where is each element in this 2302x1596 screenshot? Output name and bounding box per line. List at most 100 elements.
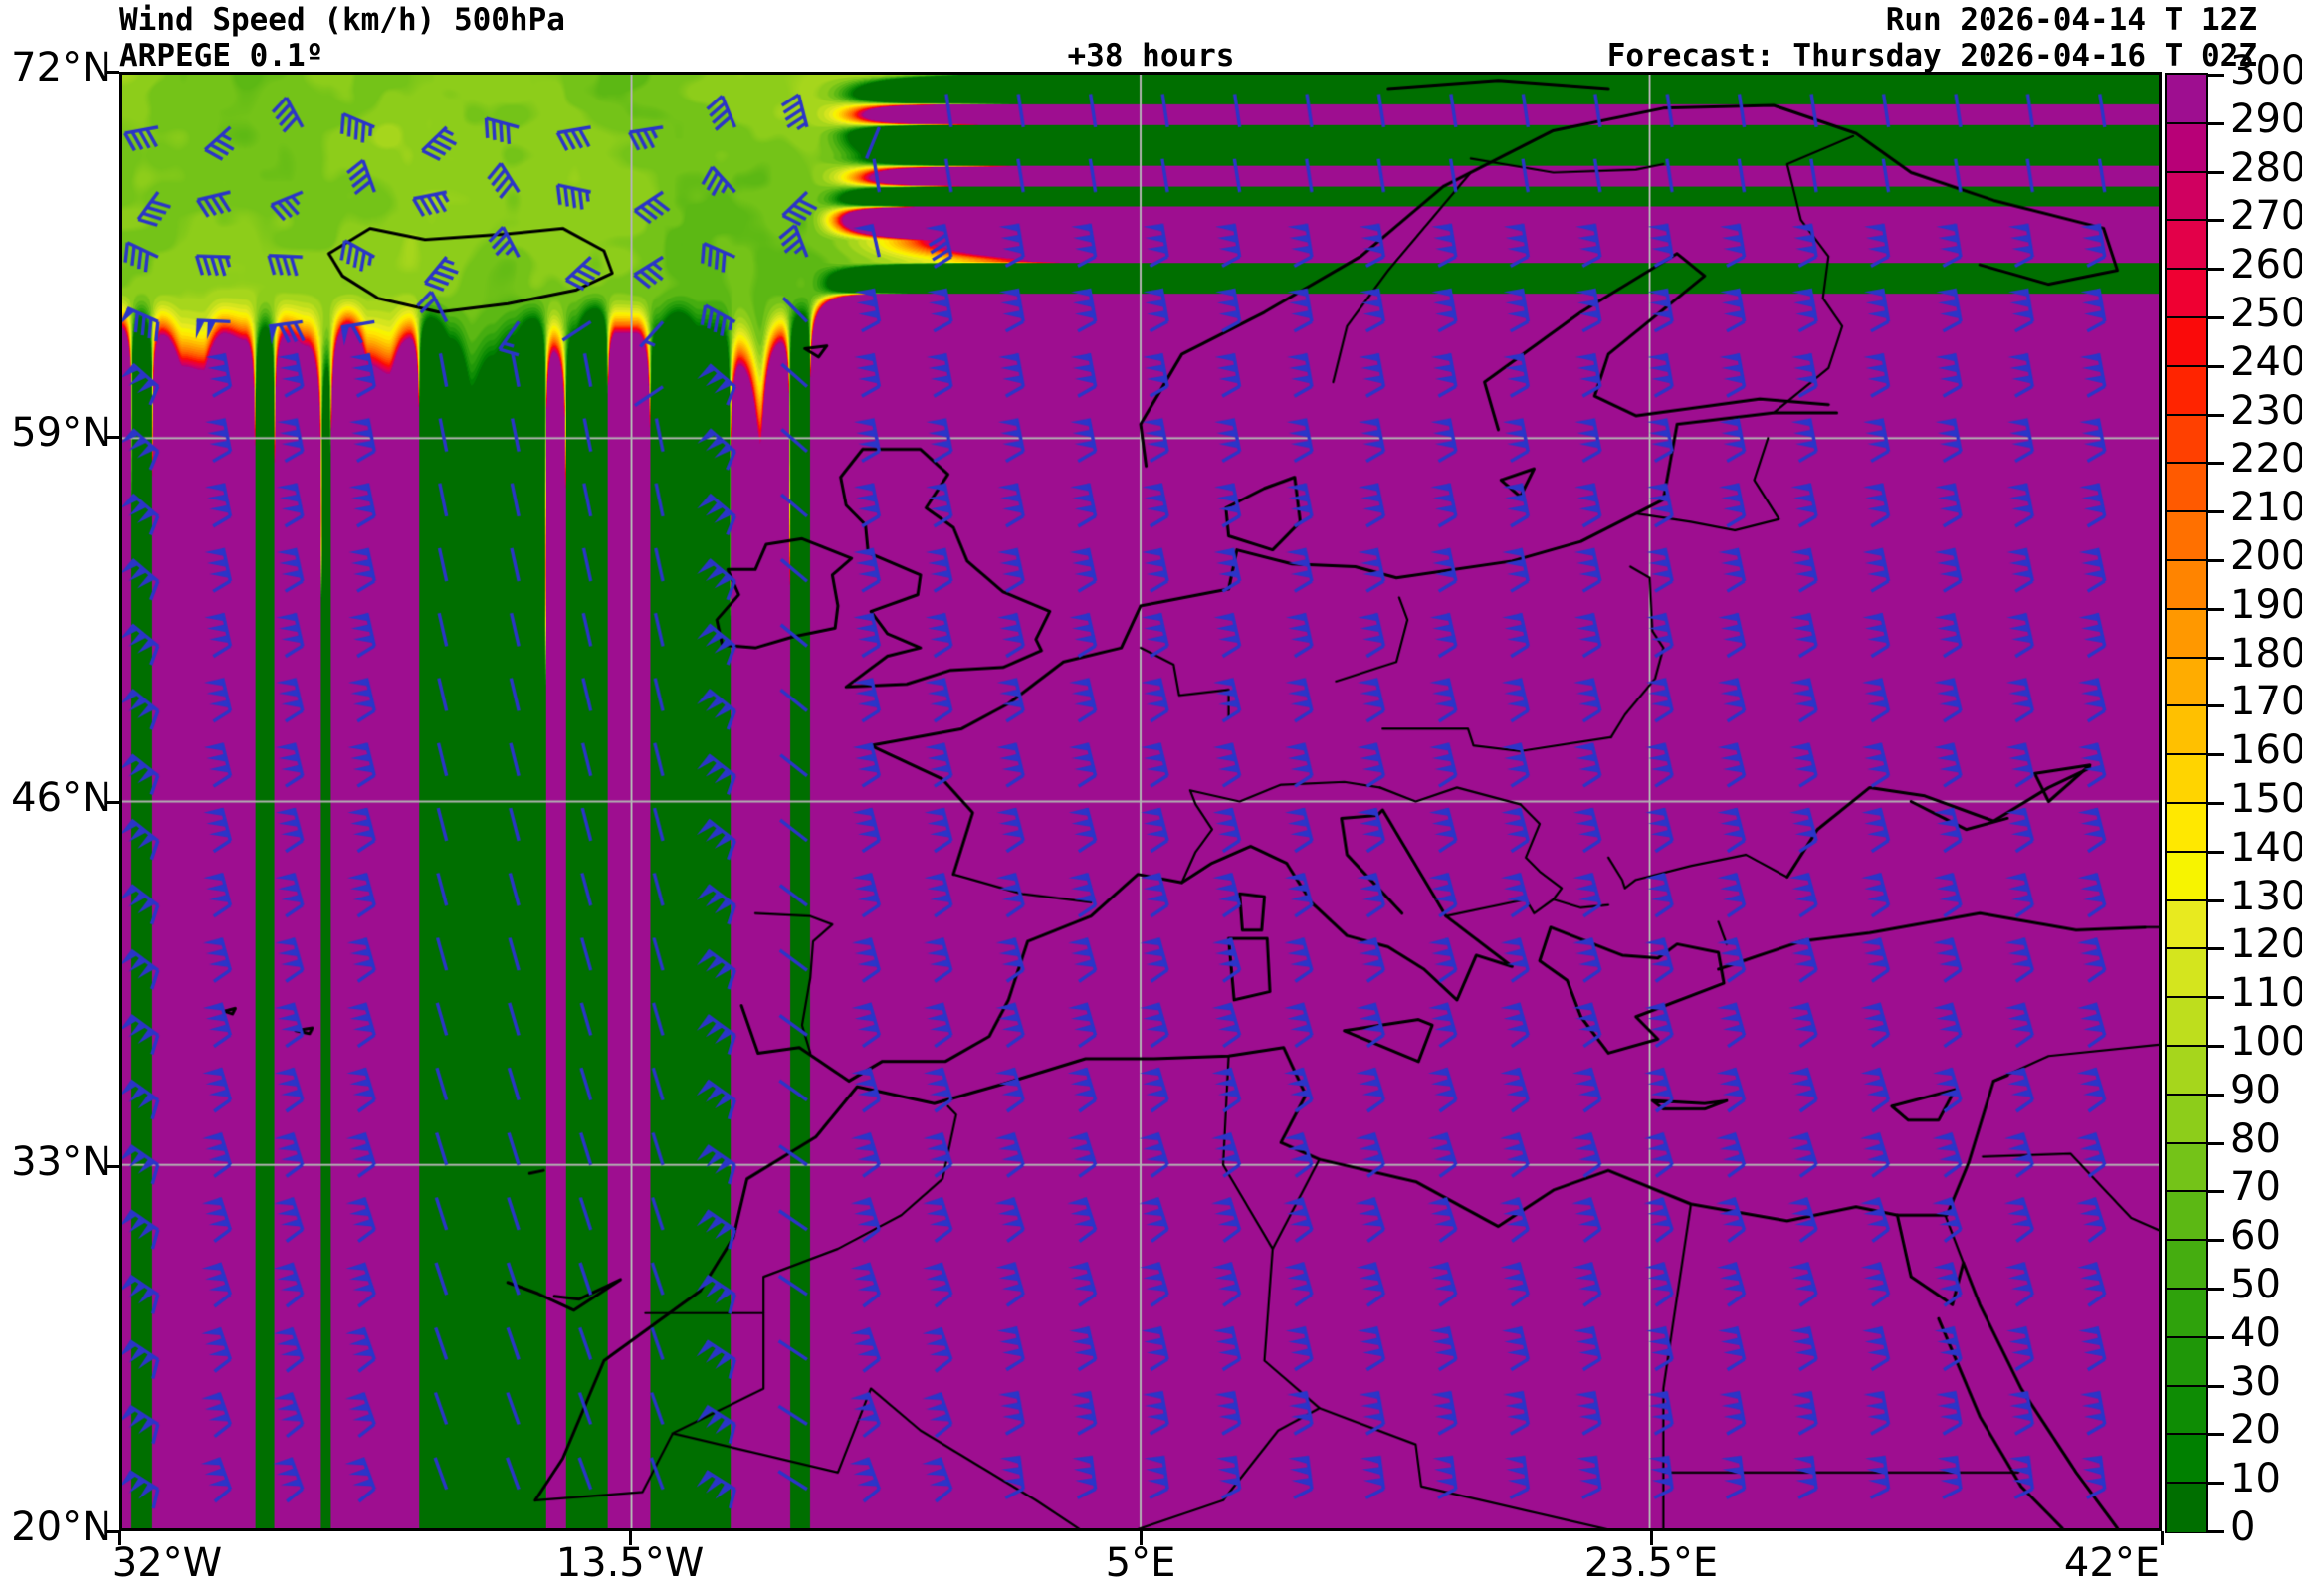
colorbar-band (2167, 1142, 2206, 1192)
colorbar-tick (2206, 704, 2224, 708)
colorbar-band (2167, 75, 2206, 124)
x-tick (629, 1531, 632, 1545)
colorbar-band (2167, 1289, 2206, 1338)
colorbar-divider (2167, 1239, 2206, 1242)
colorbar-tick (2206, 1482, 2224, 1486)
colorbar-band (2167, 851, 2206, 901)
colorbar-tick-label: 80 (2230, 1115, 2281, 1162)
y-axis-label: 59°N (11, 409, 111, 456)
forecast-valid-label: Forecast: Thursday 2026-04-16 T 02Z (1606, 38, 2257, 74)
colorbar-tick-label: 30 (2230, 1358, 2281, 1405)
colorbar-band (2167, 1046, 2206, 1096)
colorbar-tick-label: 130 (2230, 873, 2302, 919)
colorbar-tick (2206, 510, 2224, 514)
colorbar-divider (2167, 753, 2206, 756)
colorbar-tick (2206, 1093, 2224, 1097)
colorbar-tick (2206, 1045, 2224, 1048)
colorbar-band (2167, 560, 2206, 610)
colorbar-band (2167, 1094, 2206, 1144)
y-axis-label: 46°N (11, 774, 111, 821)
colorbar-tick-label: 90 (2230, 1067, 2281, 1113)
colorbar-tick (2206, 1141, 2224, 1145)
colorbar-band (2167, 1483, 2206, 1532)
y-tick (105, 435, 119, 439)
colorbar (2165, 73, 2208, 1533)
colorbar-tick-label: 110 (2230, 970, 2302, 1017)
x-tick (118, 1531, 121, 1545)
colorbar-tick (2206, 559, 2224, 562)
x-axis-label: 5°E (1105, 1540, 1176, 1586)
colorbar-divider (2167, 1433, 2206, 1436)
colorbar-tick-label: 120 (2230, 921, 2302, 968)
colorbar-divider (2167, 121, 2206, 124)
colorbar-tick (2206, 802, 2224, 805)
colorbar-tick (2206, 462, 2224, 466)
colorbar-band (2167, 803, 2206, 853)
x-axis-label: 13.5°W (555, 1540, 705, 1586)
y-tick (105, 1530, 119, 1533)
colorbar-band (2167, 511, 2206, 561)
colorbar-band (2167, 220, 2206, 270)
colorbar-band (2167, 317, 2206, 367)
colorbar-divider (2167, 268, 2206, 271)
colorbar-band (2167, 365, 2206, 416)
colorbar-band (2167, 122, 2206, 173)
colorbar-tick (2206, 1530, 2224, 1533)
colorbar-tick-label: 220 (2230, 436, 2302, 483)
colorbar-tick (2206, 850, 2224, 854)
colorbar-divider (2167, 510, 2206, 513)
colorbar-tick-label: 50 (2230, 1262, 2281, 1307)
colorbar-tick-label: 160 (2230, 727, 2302, 774)
colorbar-tick-label: 250 (2230, 291, 2302, 336)
y-axis-label: 33°N (11, 1139, 111, 1186)
wind-speed-field (122, 75, 2159, 1528)
colorbar-tick (2206, 413, 2224, 417)
colorbar-band (2167, 754, 2206, 804)
colorbar-tick-label: 70 (2230, 1164, 2281, 1211)
map-header: Wind Speed (km/h) 500hPa Run 2026-04-14 … (0, 0, 2302, 74)
colorbar-tick-label: 180 (2230, 630, 2302, 677)
colorbar-divider (2167, 947, 2206, 950)
lead-time-label: +38 hours (1067, 38, 1235, 74)
colorbar-tick-label: 270 (2230, 193, 2302, 240)
colorbar-tick (2206, 364, 2224, 368)
colorbar-tick (2206, 1239, 2224, 1243)
map-plot-area[interactable] (119, 72, 2162, 1531)
x-tick (1140, 1531, 1143, 1545)
colorbar-band (2167, 997, 2206, 1047)
colorbar-divider (2167, 1190, 2206, 1193)
colorbar-tick-label: 240 (2230, 338, 2302, 385)
colorbar-tick (2206, 170, 2224, 174)
colorbar-tick (2206, 947, 2224, 951)
colorbar-band (2167, 899, 2206, 949)
map-title: Wind Speed (km/h) 500hPa (119, 2, 565, 38)
colorbar-divider (2167, 1384, 2206, 1387)
colorbar-band (2167, 414, 2206, 464)
colorbar-band (2167, 608, 2206, 659)
colorbar-divider (2167, 996, 2206, 999)
y-tick (105, 1165, 119, 1169)
colorbar-band (2167, 1385, 2206, 1435)
colorbar-divider (2167, 898, 2206, 901)
colorbar-tick-label: 210 (2230, 485, 2302, 531)
colorbar-divider (2167, 1335, 2206, 1338)
colorbar-tick (2206, 74, 2224, 77)
colorbar-divider (2167, 413, 2206, 416)
colorbar-tick (2206, 753, 2224, 757)
colorbar-tick (2206, 1190, 2224, 1194)
colorbar-band (2167, 463, 2206, 512)
colorbar-tick-label: 190 (2230, 581, 2302, 628)
colorbar-band (2167, 705, 2206, 755)
model-name-label: ARPEGE 0.1º (119, 38, 324, 74)
colorbar-tick-label: 40 (2230, 1309, 2281, 1356)
colorbar-tick-label: 140 (2230, 824, 2302, 871)
colorbar-tick (2206, 316, 2224, 319)
colorbar-divider (2167, 219, 2206, 222)
colorbar-tick-label: 200 (2230, 533, 2302, 579)
colorbar-tick (2206, 121, 2224, 125)
colorbar-divider (2167, 850, 2206, 853)
colorbar-tick-label: 230 (2230, 387, 2302, 434)
colorbar-tick-label: 100 (2230, 1019, 2302, 1065)
colorbar-band (2167, 1240, 2206, 1290)
colorbar-divider (2167, 1288, 2206, 1290)
